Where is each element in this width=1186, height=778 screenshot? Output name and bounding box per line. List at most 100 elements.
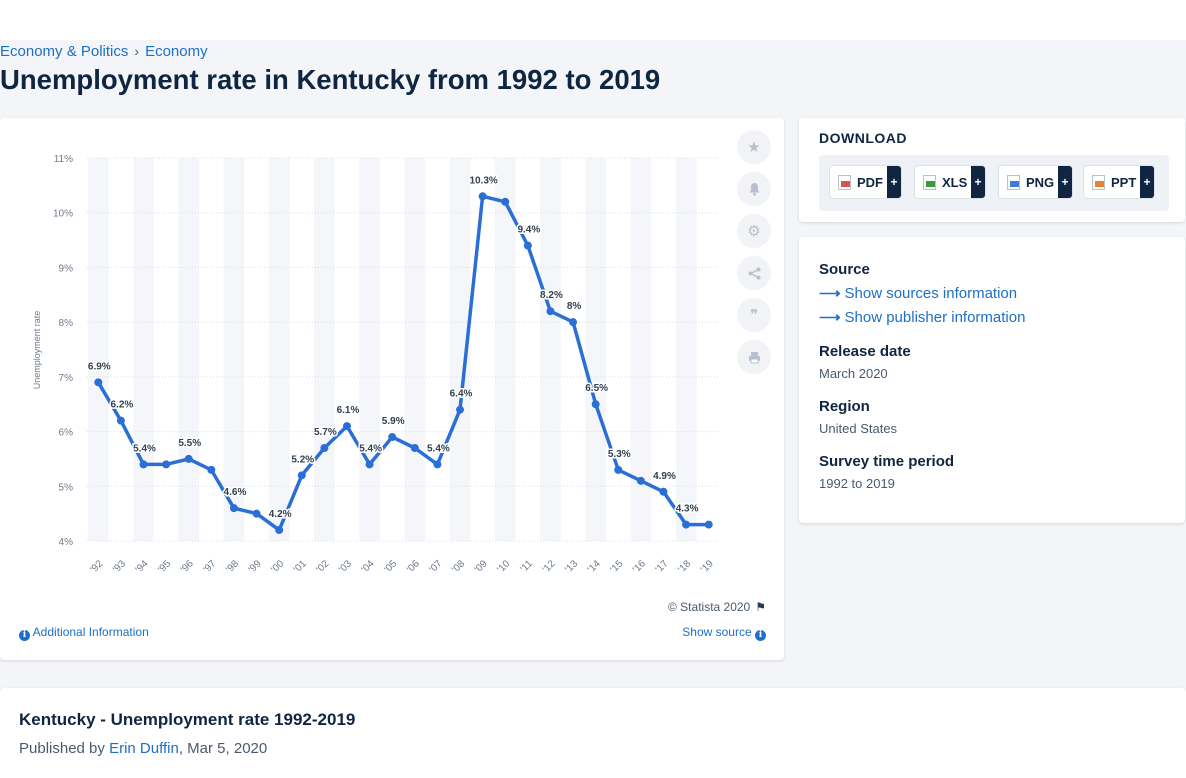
column-band bbox=[449, 158, 471, 541]
show-publisher-label: Show publisher information bbox=[844, 309, 1026, 326]
data-label: 5.2% bbox=[291, 454, 314, 465]
author-link[interactable]: Erin Duffin bbox=[109, 740, 179, 757]
data-label: 8% bbox=[567, 301, 582, 312]
x-tick-label: '01 bbox=[292, 558, 309, 575]
column-band bbox=[314, 158, 335, 541]
chart-toolbar: ★ ⚙ ❞ bbox=[737, 130, 771, 382]
x-tick-label: '17 bbox=[654, 558, 671, 575]
data-point bbox=[410, 443, 419, 452]
download-pdf-button[interactable]: PDF + bbox=[829, 165, 902, 199]
x-tick-label: '02 bbox=[314, 558, 331, 575]
line-chart: 4% 5% 6% 7% 8% 9% 10% 11% Unemployment rate '92 '9… bbox=[32, 154, 720, 575]
flag-icon[interactable]: ⚑ bbox=[755, 600, 766, 614]
data-point bbox=[704, 520, 713, 529]
y-axis-label: Unemployment rate bbox=[32, 311, 42, 390]
data-point bbox=[297, 471, 306, 480]
y-tick-label: 5% bbox=[59, 482, 74, 493]
x-tick-label: '08 bbox=[450, 558, 467, 575]
breadcrumb-separator: › bbox=[134, 43, 140, 59]
x-tick-label: '07 bbox=[428, 558, 445, 575]
column-band bbox=[404, 158, 426, 541]
info-icon: i bbox=[19, 630, 30, 641]
column-band bbox=[223, 158, 245, 541]
share-icon[interactable] bbox=[737, 256, 771, 290]
data-point bbox=[229, 504, 238, 513]
download-pdf-label: PDF bbox=[857, 174, 883, 190]
settings-gear-icon[interactable]: ⚙ bbox=[737, 214, 771, 248]
plus-icon: + bbox=[887, 166, 901, 198]
data-label: 4.9% bbox=[653, 471, 676, 482]
png-file-icon bbox=[1007, 174, 1020, 190]
data-point bbox=[659, 487, 668, 496]
data-point bbox=[456, 405, 465, 414]
survey-period-value: 1992 to 2019 bbox=[819, 476, 895, 491]
column-band bbox=[88, 158, 109, 541]
x-tick-label: '06 bbox=[405, 558, 422, 575]
data-point bbox=[139, 460, 148, 469]
x-tick-label: '18 bbox=[676, 558, 693, 575]
notification-bell-icon[interactable] bbox=[737, 172, 771, 206]
show-source-label: Show source bbox=[682, 625, 752, 639]
x-tick-label: '12 bbox=[541, 558, 558, 575]
y-tick-label: 9% bbox=[59, 263, 74, 274]
x-tick-label: '00 bbox=[269, 558, 286, 575]
data-point bbox=[252, 509, 261, 518]
release-date-heading: Release date bbox=[819, 343, 911, 360]
additional-information-link[interactable]: i Additional Information bbox=[19, 625, 149, 641]
data-label: 4.3% bbox=[676, 504, 699, 515]
show-source-link[interactable]: Show source i bbox=[682, 625, 766, 641]
favorite-star-icon[interactable]: ★ bbox=[737, 130, 771, 164]
data-label: 5.3% bbox=[608, 449, 631, 460]
x-tick-label: '98 bbox=[224, 558, 241, 575]
download-xls-button[interactable]: XLS + bbox=[914, 165, 986, 199]
column-band bbox=[675, 158, 697, 541]
chart-card: 4% 5% 6% 7% 8% 9% 10% 11% Unemployment rate '92 '9… bbox=[0, 118, 784, 660]
download-png-button[interactable]: PNG + bbox=[998, 165, 1073, 199]
data-point bbox=[591, 400, 600, 409]
breadcrumb-item-economy-politics[interactable]: Economy & Politics bbox=[0, 43, 129, 60]
publication-date: , Mar 5, 2020 bbox=[178, 740, 268, 757]
data-point bbox=[320, 443, 329, 452]
breadcrumb-item-economy[interactable]: Economy bbox=[145, 43, 208, 60]
data-label: 6.2% bbox=[111, 400, 134, 411]
data-point bbox=[636, 476, 645, 485]
page-title: Unemployment rate in Kentucky from 1992 … bbox=[0, 64, 661, 95]
column-band bbox=[133, 158, 154, 541]
column-band bbox=[540, 158, 561, 541]
source-heading: Source bbox=[819, 261, 870, 278]
data-label: 5.7% bbox=[314, 427, 337, 438]
show-sources-link[interactable]: ⟶ Show sources information bbox=[819, 284, 1017, 302]
download-xls-label: XLS bbox=[942, 174, 968, 190]
data-point bbox=[388, 433, 397, 442]
x-tick-label: '09 bbox=[473, 558, 490, 575]
x-tick-label: '16 bbox=[631, 558, 648, 575]
x-tick-label: '14 bbox=[586, 558, 603, 575]
data-label: 5.4% bbox=[427, 443, 450, 454]
data-label: 6.4% bbox=[450, 389, 473, 400]
data-point bbox=[365, 460, 374, 469]
x-tick-label: '15 bbox=[608, 558, 625, 575]
data-point bbox=[569, 318, 578, 327]
download-ppt-button[interactable]: PPT + bbox=[1083, 165, 1155, 199]
show-publisher-link[interactable]: ⟶ Show publisher information bbox=[819, 308, 1025, 326]
data-point bbox=[184, 454, 193, 463]
column-band bbox=[359, 158, 380, 541]
data-label: 6.1% bbox=[337, 405, 360, 416]
cite-quote-icon[interactable]: ❞ bbox=[737, 298, 771, 332]
series-line bbox=[96, 194, 711, 532]
y-tick-label: 7% bbox=[59, 373, 74, 384]
column-band bbox=[178, 158, 200, 541]
download-ppt-label: PPT bbox=[1111, 174, 1137, 190]
plus-icon: + bbox=[1058, 166, 1072, 198]
x-tick-label: '04 bbox=[360, 558, 377, 575]
x-tick-label: '11 bbox=[518, 558, 535, 575]
data-label: 9.4% bbox=[517, 225, 540, 236]
data-point bbox=[116, 416, 125, 425]
y-tick-label: 8% bbox=[59, 318, 74, 329]
arrow-right-icon: ⟶ bbox=[819, 285, 841, 302]
print-icon[interactable] bbox=[737, 340, 771, 374]
x-tick-label: '03 bbox=[337, 558, 354, 575]
column-band bbox=[585, 158, 606, 541]
plus-icon: + bbox=[1140, 166, 1154, 198]
survey-period-heading: Survey time period bbox=[819, 453, 955, 470]
